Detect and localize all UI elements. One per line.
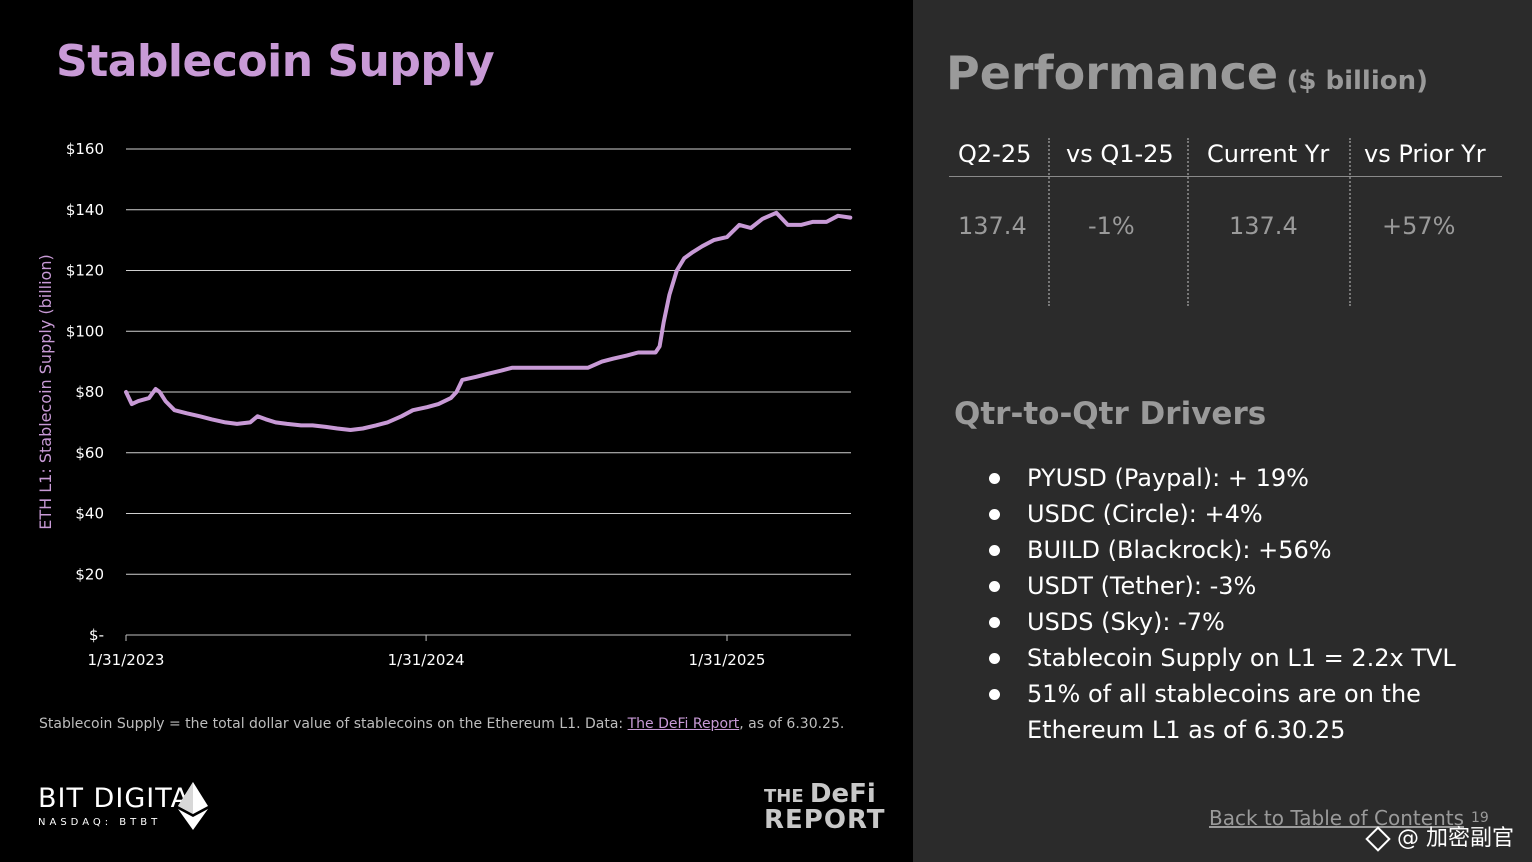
y-tick-label: $20 <box>75 565 104 583</box>
performance-table: Q2-25 vs Q1-25 Current Yr vs Prior Yr 13… <box>949 138 1502 308</box>
header-q2-25: Q2-25 <box>958 140 1032 168</box>
y-tick-label: $160 <box>66 140 104 158</box>
defi-report-logo: THE DeFi REPORT <box>764 781 886 833</box>
y-tick-label: $120 <box>66 262 104 280</box>
list-item: USDC (Circle): +4% <box>987 496 1467 532</box>
brand-name: BIT DIGITAL <box>38 783 207 814</box>
performance-title-text: Performance <box>946 46 1279 100</box>
x-tick-label: 1/31/2023 <box>88 651 165 669</box>
list-item: PYUSD (Paypal): + 19% <box>987 460 1467 496</box>
value-current-yr: 137.4 <box>1229 212 1298 240</box>
list-item: USDS (Sky): -7% <box>987 604 1467 640</box>
list-item: Stablecoin Supply on L1 = 2.2x TVL <box>987 640 1467 676</box>
footnote: Stablecoin Supply = the total dollar val… <box>39 716 844 732</box>
watermark-logo-icon <box>1365 826 1391 852</box>
footnote-suffix: , as of 6.30.25. <box>739 716 845 732</box>
table-divider <box>1349 138 1351 306</box>
performance-title: Performance ($ billion) <box>946 46 1428 100</box>
drivers-title: Qtr-to-Qtr Drivers <box>954 396 1267 432</box>
right-panel: Performance ($ billion) Q2-25 vs Q1-25 C… <box>913 0 1532 862</box>
y-tick-label: $40 <box>75 505 104 523</box>
list-item: BUILD (Blackrock): +56% <box>987 532 1467 568</box>
y-tick-label: $140 <box>66 201 104 219</box>
back-to-toc-link[interactable]: Back to Table of Contents <box>1209 806 1465 830</box>
list-item: 51% of all stablecoins are on the Ethere… <box>987 676 1467 748</box>
x-tick-label: 1/31/2025 <box>689 651 766 669</box>
table-divider <box>1187 138 1189 306</box>
drivers-list: PYUSD (Paypal): + 19% USDC (Circle): +4%… <box>987 460 1467 748</box>
page-number: 19 <box>1471 810 1489 826</box>
y-tick-label: $80 <box>75 383 104 401</box>
header-current-yr: Current Yr <box>1207 140 1330 168</box>
stablecoin-supply-chart: $- $20 $40 $60 $80 $100 $120 $140 $160 1/31/2023 1… <box>36 140 853 669</box>
value-q2-25: 137.4 <box>958 212 1027 240</box>
performance-title-unit: ($ billion) <box>1286 66 1428 96</box>
header-vs-prior-yr: vs Prior Yr <box>1364 140 1486 168</box>
x-tick-label: 1/31/2024 <box>388 651 465 669</box>
y-axis-label: ETH L1: Stablecoin Supply (billion) <box>36 254 55 529</box>
watermark: @ 加密副官 <box>1365 820 1514 852</box>
defi-report-link[interactable]: The DeFi Report <box>627 716 740 732</box>
brand-ticker: NASDAQ: BTBT <box>38 817 162 828</box>
watermark-text: @ 加密副官 <box>1397 826 1514 851</box>
y-tick-label: $- <box>89 626 104 644</box>
slide-title: Stablecoin Supply <box>56 36 495 87</box>
y-tick-label: $100 <box>66 322 104 340</box>
y-tick-label: $60 <box>75 444 104 462</box>
value-vs-q1-25: -1% <box>1088 212 1135 240</box>
defi-logo-the: THE <box>764 786 804 807</box>
value-vs-prior-yr: +57% <box>1382 212 1456 240</box>
bit-digital-logo: BIT DIGITAL NASDAQ: BTBT <box>38 783 206 828</box>
series-line <box>124 210 853 432</box>
table-header-rule <box>949 176 1502 177</box>
header-vs-q1-25: vs Q1-25 <box>1066 140 1174 168</box>
left-panel: Stablecoin Supply $- $20 $40 $60 $80 $100 $120… <box>36 36 886 833</box>
table-divider <box>1048 138 1050 306</box>
ethereum-icon <box>178 782 208 830</box>
defi-logo-defi: DeFi <box>809 779 876 809</box>
defi-logo-report: REPORT <box>764 805 886 835</box>
list-item: USDT (Tether): -3% <box>987 568 1467 604</box>
footnote-text: Stablecoin Supply = the total dollar val… <box>39 716 628 732</box>
